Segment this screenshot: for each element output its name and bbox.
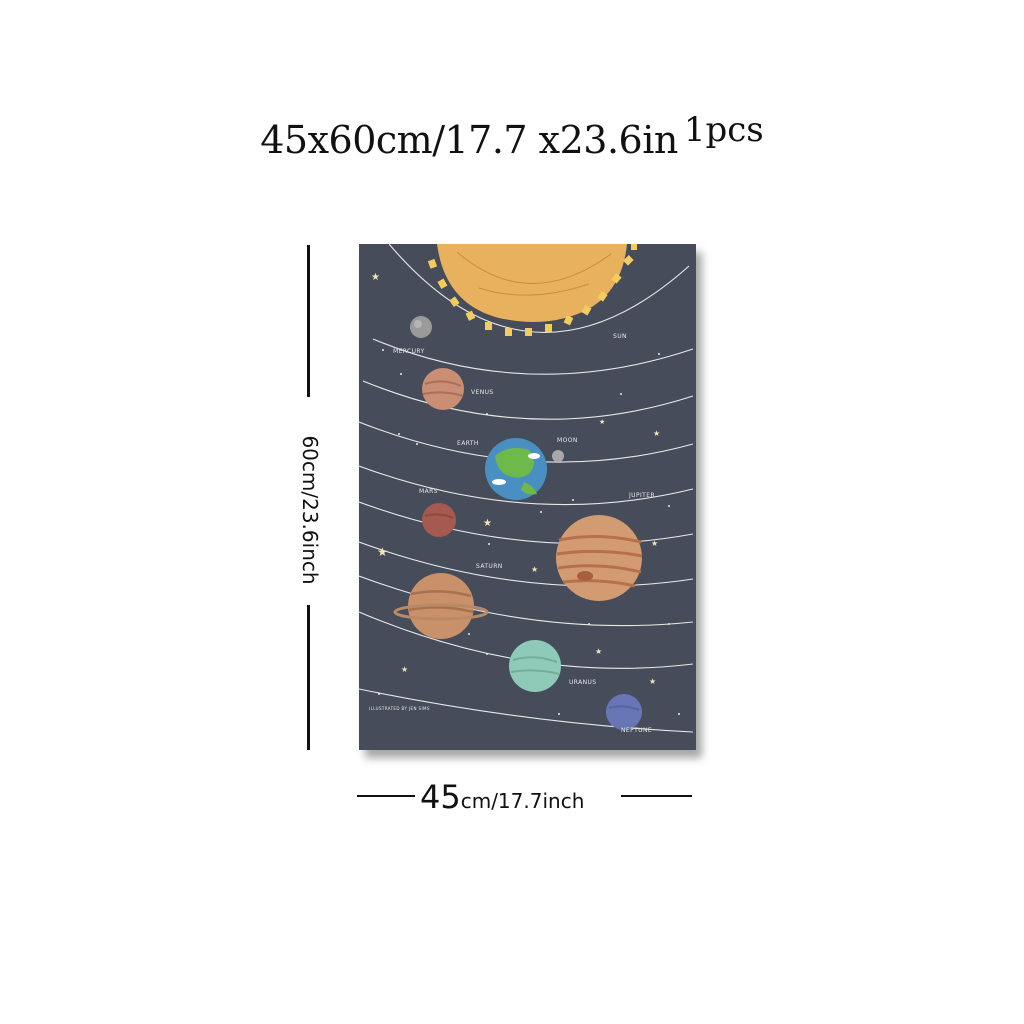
width-label-number: 45 — [420, 778, 461, 816]
height-indicator-line-bottom — [307, 605, 310, 750]
neptune — [606, 694, 642, 730]
orbit-5 — [359, 465, 694, 506]
star-dots — [378, 349, 680, 715]
uranus-label: URANUS — [569, 679, 597, 686]
quantity-label: 1pcs — [683, 110, 764, 150]
sun: SUN — [427, 244, 637, 340]
svg-text:★: ★ — [377, 545, 388, 559]
venus-label: VENUS — [471, 389, 494, 396]
orbit-8 — [359, 575, 694, 627]
size-title: 45x60cm/17.7 x23.6in — [260, 118, 678, 162]
moon-label: MOON — [557, 437, 578, 444]
orbit-10 — [359, 688, 694, 733]
orbit-3 — [362, 380, 694, 420]
uranus — [509, 640, 561, 692]
mercury-label: MERCURY — [393, 348, 425, 355]
height-indicator-line-top — [307, 245, 310, 397]
width-indicator-line-left — [357, 795, 415, 797]
width-indicator-line-right — [621, 795, 692, 797]
moon — [552, 450, 564, 462]
orbit-7 — [359, 541, 694, 587]
orbit-1 — [388, 244, 690, 333]
illustrator-credit: ILLUSTRATED BY JEN SIMS — [369, 706, 430, 711]
earth-label: EARTH — [457, 440, 479, 447]
sun-label: SUN — [613, 333, 627, 340]
mars-label: MARS — [419, 488, 438, 495]
svg-text:★: ★ — [531, 565, 538, 574]
jupiter — [556, 515, 642, 601]
neptune-label: NEPTUNE — [621, 727, 652, 734]
solar-system-poster: SUN MERCURY VENUS EARTH MOON MARS JUPITE… — [359, 244, 696, 750]
orbit-lines — [359, 244, 694, 733]
width-label: 45cm/17.7inch — [420, 778, 584, 816]
saturn-ring — [393, 603, 489, 621]
mercury — [410, 316, 432, 338]
jupiter-label: JUPITER — [628, 492, 655, 499]
height-label: 60cm/23.6inch — [298, 435, 322, 585]
product-title: 45x60cm/17.7 x23.6in 1pcs — [0, 110, 1024, 162]
svg-text:★: ★ — [653, 429, 660, 438]
orbit-2 — [372, 338, 694, 375]
saturn-label: SATURN — [476, 563, 503, 570]
mars — [422, 503, 456, 537]
svg-text:★: ★ — [651, 539, 658, 548]
poster-illustration: SUN MERCURY VENUS EARTH MOON MARS JUPITE… — [359, 244, 696, 750]
svg-text:★: ★ — [595, 647, 602, 656]
width-label-units: cm/17.7inch — [460, 789, 585, 813]
svg-text:★: ★ — [371, 272, 380, 283]
stars: ★ ★ ★ ★ ★ ★ ★ ★ ★ ★ — [371, 272, 660, 686]
svg-text:★: ★ — [649, 677, 656, 686]
orbit-6 — [359, 501, 694, 545]
svg-text:★: ★ — [483, 518, 492, 529]
venus — [422, 368, 464, 410]
svg-text:★: ★ — [401, 665, 408, 674]
svg-text:★: ★ — [599, 418, 605, 426]
sun-rays — [427, 244, 637, 336]
